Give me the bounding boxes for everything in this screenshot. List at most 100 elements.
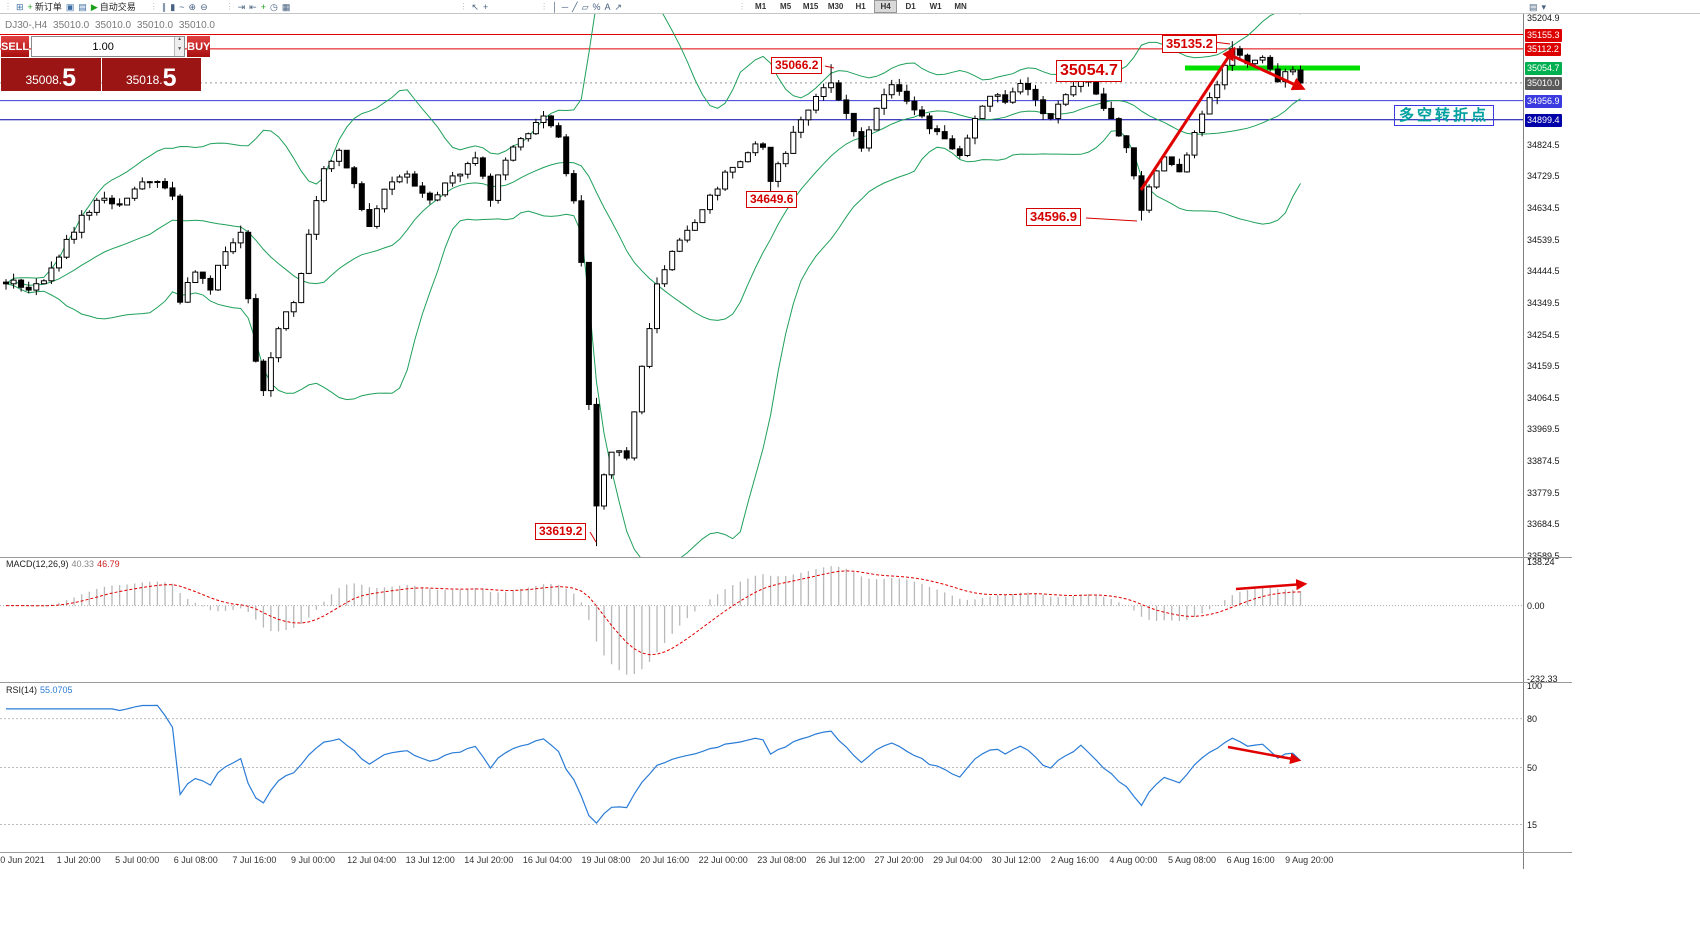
- price-annotation: 34649.6: [746, 191, 798, 208]
- main-chart-canvas[interactable]: [0, 0, 1523, 567]
- price-annotation: 35066.2: [771, 57, 823, 74]
- pane-separator[interactable]: [0, 557, 1572, 558]
- time-axis-label: 9 Jul 00:00: [290, 855, 336, 865]
- one-click-trading-panel: SELL ▲ ▼ BUY 35008.5 35018.5: [1, 36, 211, 91]
- hline-icon: ─: [561, 1, 569, 12]
- channel-icon[interactable]: ▱: [581, 1, 590, 13]
- timeframe-h4[interactable]: H4: [874, 0, 898, 13]
- rsi-canvas[interactable]: [0, 683, 1523, 852]
- price-scale-label: 50: [1527, 762, 1538, 773]
- templates-icon[interactable]: ▦: [281, 1, 292, 13]
- window-list-icon: ▤: [1528, 1, 1538, 12]
- buy-button[interactable]: BUY: [187, 36, 211, 57]
- sell-button[interactable]: SELL: [1, 36, 30, 57]
- timeframe-h1[interactable]: H1: [855, 2, 866, 11]
- macd-name: MACD(12,26,9): [6, 559, 69, 569]
- timeframe-m5[interactable]: M5: [780, 2, 792, 11]
- time-axis-label: 5 Jul 00:00: [115, 855, 160, 865]
- macd-canvas[interactable]: [0, 558, 1523, 683]
- toolbar-drag-handle: ⋮: [149, 2, 158, 11]
- volume-input[interactable]: [32, 37, 175, 56]
- chart-symbol-info: DJ30-,H4 35010.0 35010.0 35010.0 35010.0: [5, 20, 218, 31]
- time-axis-label: 2 Aug 16:00: [1050, 855, 1099, 865]
- text-icon: A: [604, 1, 611, 12]
- autoscroll-icon[interactable]: ⇥: [237, 1, 247, 13]
- timeframe-m30[interactable]: M30: [827, 2, 844, 11]
- price-scale-label: 33779.5: [1527, 487, 1560, 498]
- main-chart-pane[interactable]: [0, 0, 1523, 567]
- vline-icon[interactable]: │: [551, 1, 559, 13]
- volume-up-icon[interactable]: ▲: [175, 37, 185, 47]
- autotrading-button-label: 自动交易: [99, 1, 136, 12]
- profiles-icon[interactable]: ▤: [77, 1, 88, 13]
- zoom-in-icon[interactable]: ⊕: [188, 1, 198, 13]
- zoom-out-icon[interactable]: ⊖: [199, 1, 209, 13]
- price-scale-label: 15: [1527, 819, 1538, 830]
- line-chart-icon[interactable]: ~: [178, 1, 185, 13]
- autotrading-button[interactable]: ▶ 自动交易: [90, 1, 137, 13]
- price-scale-label: 34349.5: [1527, 297, 1560, 308]
- toolbar-group-chart-options: ⋮ ⇥ ⇤ + ◷ ▦: [224, 0, 293, 13]
- price-scale[interactable]: 35204.9 34824.5 34729.5 34634.5 34539.5 34444…: [1523, 13, 1573, 869]
- cursor-icon[interactable]: ↖: [470, 1, 480, 13]
- buy-price[interactable]: 35018. 5: [101, 58, 201, 91]
- ohlc-low: 35010.0: [136, 20, 174, 31]
- ohlc-open: 35010.0: [53, 20, 90, 31]
- price-scale-label: 34064.5: [1527, 392, 1560, 403]
- sell-price[interactable]: 35008. 5: [1, 58, 101, 91]
- candles-chart-icon: ▮: [170, 1, 176, 12]
- new-order-icon: +: [27, 1, 33, 12]
- crosshair-icon[interactable]: +: [482, 1, 489, 13]
- bars-chart-icon[interactable]: ∥: [161, 1, 168, 13]
- timeframe-m15[interactable]: M15: [802, 2, 819, 11]
- buy-price-small: 35018.: [125, 73, 163, 87]
- toolbar-more-icon[interactable]: ▾: [1540, 1, 1547, 13]
- time-axis-label: 6 Jul 08:00: [173, 855, 218, 865]
- price-scale-label: 100: [1527, 681, 1543, 691]
- price-scale-label: 33684.5: [1527, 519, 1560, 530]
- top-toolbar: ⋮ ⊞ + 新订单 ▣ ▤ ▶ 自动交易 ⋮ ∥ ▮ ~ ⊕ ⊖ ⋮ ⇥ ⇤ + ◷ ▦ ⋮ ↖ + ⋮ │ ─ ╱ ▱% A ↗ ⋮ M1 M…: [0, 0, 1700, 14]
- time-axis-label: 30 Jul 12:00: [991, 855, 1041, 865]
- timeframe-mn[interactable]: MN: [954, 2, 967, 11]
- new-order-button[interactable]: + 新订单: [27, 1, 63, 13]
- chart-shift-icon: ⇤: [249, 1, 257, 12]
- sell-price-big: 5: [62, 63, 77, 92]
- hline-icon[interactable]: ─: [561, 1, 569, 13]
- toolbar-more-icon: ▾: [1541, 1, 1546, 12]
- timeframe-m1[interactable]: M1: [755, 2, 767, 11]
- candles-chart-icon[interactable]: ▮: [169, 1, 176, 13]
- pane-separator: [0, 852, 1572, 853]
- time-axis-label: 16 Jul 04:00: [522, 855, 572, 865]
- chart-shift-icon[interactable]: ⇤: [248, 1, 258, 13]
- zoom-out-icon: ⊖: [200, 1, 208, 12]
- fibonacci-icon: %: [592, 1, 601, 12]
- price-annotation: 35135.2: [1162, 35, 1217, 54]
- periods-icon[interactable]: ◷: [269, 1, 279, 13]
- macd-pane[interactable]: [0, 558, 1523, 683]
- time-axis-label: 12 Jul 04:00: [347, 855, 397, 865]
- toolbar-drag-handle: ⋮: [459, 2, 468, 11]
- volume-down-icon[interactable]: ▼: [175, 46, 185, 56]
- time-axis-label: 6 Aug 16:00: [1226, 855, 1275, 865]
- trendline-icon: ╱: [572, 1, 578, 12]
- periods-icon: ◷: [269, 1, 278, 12]
- window-list-icon[interactable]: ▤: [1528, 1, 1539, 13]
- timeframe-d1[interactable]: D1: [905, 2, 916, 11]
- charts-grid-icon: ▣: [65, 1, 75, 12]
- arrows-icon[interactable]: ↗: [614, 1, 624, 13]
- rsi-pane[interactable]: [0, 683, 1523, 852]
- toolbar-group-files: ⋮ ⊞ + 新订单 ▣ ▤ ▶ 自动交易: [2, 0, 138, 13]
- ohlc-close: 35010.0: [178, 20, 215, 31]
- timeframe-w1[interactable]: W1: [929, 2, 942, 11]
- trendline-icon[interactable]: ╱: [571, 1, 578, 13]
- time-axis-label: 7 Jul 16:00: [232, 855, 277, 865]
- indicators-icon[interactable]: +: [260, 1, 267, 13]
- autoscroll-icon: ⇥: [237, 1, 246, 12]
- fibonacci-icon[interactable]: %: [592, 1, 602, 13]
- new-chart-icon[interactable]: ⊞: [15, 1, 25, 13]
- charts-grid-icon[interactable]: ▣: [65, 1, 76, 13]
- text-icon[interactable]: A: [604, 1, 612, 13]
- pane-separator[interactable]: [0, 682, 1572, 683]
- price-scale-label: -232.33: [1527, 674, 1558, 684]
- toolbar-group-right: ▤ ▾: [1527, 0, 1548, 13]
